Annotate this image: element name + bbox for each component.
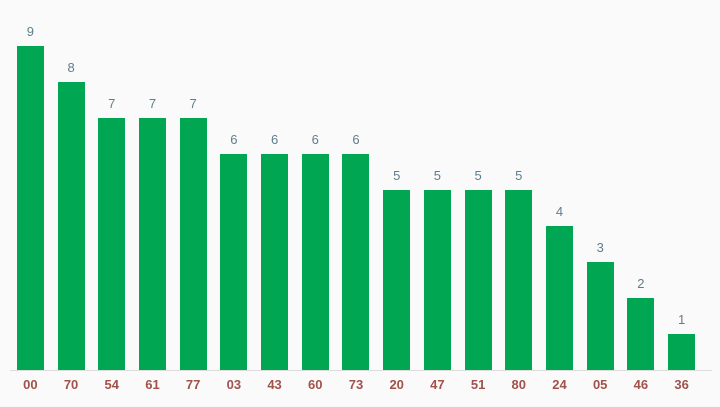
x-tick-label: 46 (633, 377, 649, 392)
bar-slot: 7 (132, 10, 173, 370)
bar-value-label: 6 (270, 132, 279, 147)
bar[interactable] (505, 190, 533, 370)
bar[interactable] (586, 262, 614, 370)
bar-slot: 5 (458, 10, 499, 370)
bar-slot: 6 (336, 10, 377, 370)
bar[interactable] (16, 46, 44, 370)
x-tick-label: 47 (430, 377, 445, 392)
bar[interactable] (668, 334, 696, 370)
bar[interactable] (383, 190, 411, 370)
x-tick-label: 73 (348, 377, 364, 392)
x-tick-label: 60 (308, 377, 323, 392)
bars-row: 9 8 7 7 7 6 6 6 6 5 5 5 (10, 10, 702, 370)
bar-value-label: 5 (433, 168, 441, 183)
bar[interactable] (179, 118, 207, 370)
bar[interactable] (261, 154, 289, 370)
bar-value-label: 1 (677, 312, 686, 327)
bar[interactable] (627, 298, 655, 370)
x-axis-line (10, 370, 712, 371)
bar-slot: 5 (498, 10, 539, 370)
bar-value-label: 6 (352, 132, 360, 147)
bar-slot: 7 (173, 10, 214, 370)
bar-slot: 6 (254, 10, 295, 370)
bar[interactable] (464, 190, 492, 370)
bar-value-label: 2 (637, 276, 645, 291)
x-tick-label: 80 (511, 377, 527, 392)
bar-value-label: 7 (189, 96, 197, 111)
bar[interactable] (342, 154, 370, 370)
bar-value-label: 7 (148, 96, 157, 111)
x-tick-label: 70 (63, 377, 79, 392)
bar-value-label: 9 (26, 24, 34, 39)
bar-value-label: 6 (311, 132, 319, 147)
x-tick-label: 54 (104, 377, 119, 392)
bar[interactable] (423, 190, 451, 370)
bar-value-label: 6 (230, 132, 238, 147)
x-tick-label: 36 (674, 377, 689, 392)
bar-slot: 3 (580, 10, 621, 370)
bar-slot: 6 (295, 10, 336, 370)
x-tick-label: 20 (389, 377, 404, 392)
bar-slot: 7 (91, 10, 132, 370)
bar-slot: 8 (51, 10, 92, 370)
x-tick-label: 61 (145, 377, 160, 392)
x-tick-label: 05 (592, 377, 608, 392)
x-tick-label: 24 (552, 377, 567, 392)
bar-value-label: 8 (67, 60, 75, 75)
x-tick-label: 00 (23, 377, 38, 392)
bar[interactable] (98, 118, 126, 370)
x-labels-row: 00 70 54 61 77 03 43 60 73 20 47 51 80 2… (10, 377, 702, 392)
bar[interactable] (57, 82, 85, 370)
bar-slot: 9 (10, 10, 51, 370)
bar-slot: 2 (621, 10, 662, 370)
x-tick-label: 77 (185, 377, 201, 392)
bar-value-label: 5 (474, 168, 482, 183)
x-tick-label: 43 (267, 377, 282, 392)
bar[interactable] (220, 154, 248, 370)
bar-value-label: 7 (108, 96, 116, 111)
bar[interactable] (301, 154, 329, 370)
bar-slot: 1 (661, 10, 702, 370)
bar-slot: 6 (214, 10, 255, 370)
x-tick-label: 51 (470, 377, 486, 392)
bar-slot: 5 (376, 10, 417, 370)
bar-slot: 5 (417, 10, 458, 370)
bar-value-label: 3 (596, 240, 604, 255)
x-tick-label: 03 (226, 377, 242, 392)
bar-value-label: 5 (515, 168, 523, 183)
bar-value-label: 5 (393, 168, 401, 183)
bar-slot: 4 (539, 10, 580, 370)
bar-value-label: 4 (555, 204, 564, 219)
bar[interactable] (138, 118, 166, 370)
bar[interactable] (545, 226, 573, 370)
